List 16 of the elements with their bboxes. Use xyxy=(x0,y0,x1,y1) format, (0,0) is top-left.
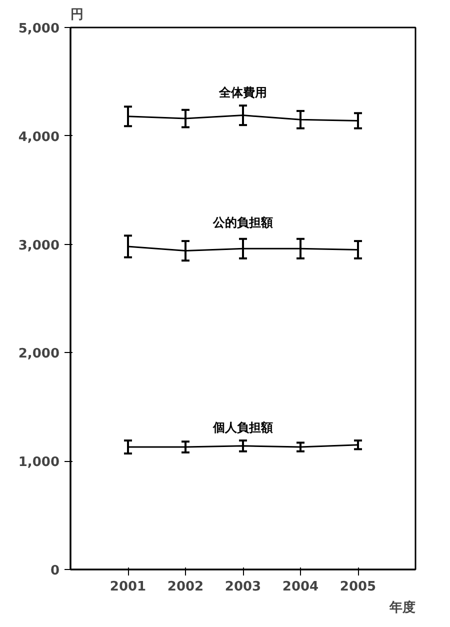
series-label: 個人負担額 xyxy=(212,420,273,435)
y-axis-title: 円 xyxy=(70,8,84,22)
x-tick-label: 2003 xyxy=(224,580,262,594)
x-tick-label: 2004 xyxy=(282,580,319,594)
y-tick-label: 0 xyxy=(50,564,60,578)
series-label: 全体費用 xyxy=(218,86,267,100)
x-tick-label: 2005 xyxy=(340,580,376,594)
x-tick-label: 2002 xyxy=(167,580,204,594)
x-axis-title: 年度 xyxy=(388,600,416,616)
x-tick-label: 2001 xyxy=(110,580,146,594)
y-tick-label: 2,000 xyxy=(18,346,60,362)
y-tick-label: 5,000 xyxy=(18,22,60,36)
y-tick-label: 3,000 xyxy=(18,238,60,254)
y-tick-label: 4,000 xyxy=(18,130,60,145)
series-label: 公的負担額 xyxy=(212,216,273,230)
y-tick-label: 1,000 xyxy=(18,455,60,470)
